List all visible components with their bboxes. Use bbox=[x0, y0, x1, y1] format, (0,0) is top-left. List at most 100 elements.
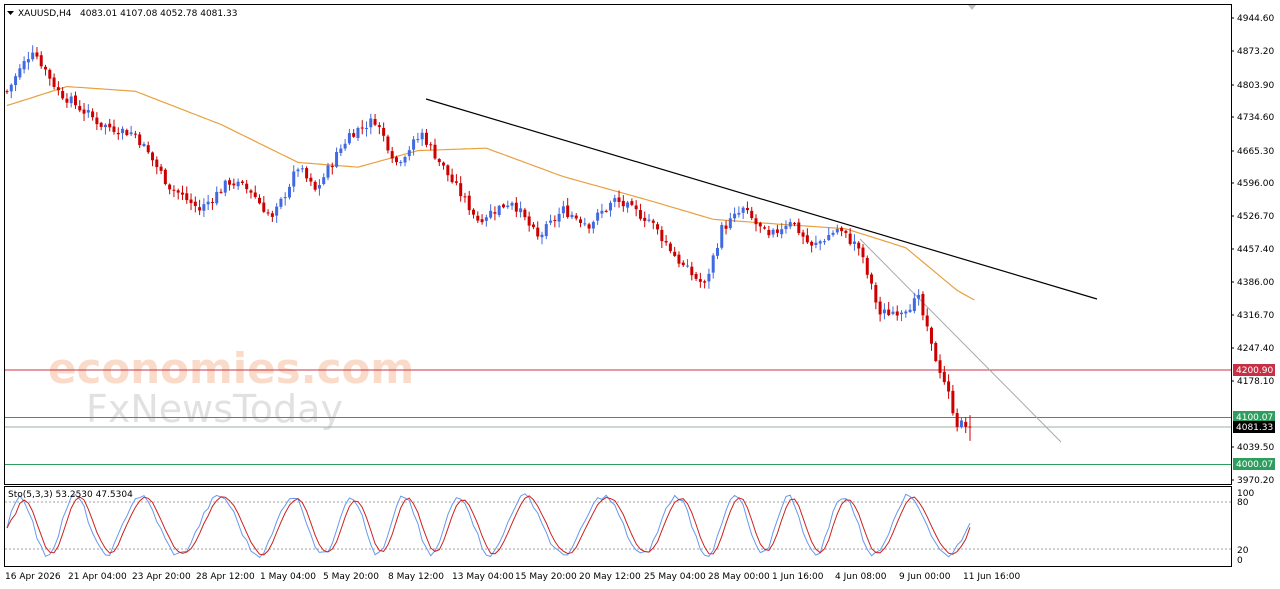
candle-body bbox=[737, 212, 741, 215]
candle-body bbox=[420, 132, 424, 140]
candle-body bbox=[600, 210, 604, 214]
candle-body bbox=[407, 150, 411, 157]
candle-body bbox=[48, 69, 52, 79]
candle-body bbox=[694, 273, 698, 279]
candle-body bbox=[805, 235, 809, 243]
candle-body bbox=[22, 61, 26, 70]
candle-body bbox=[514, 202, 518, 212]
candle-body bbox=[840, 227, 844, 232]
candle-body bbox=[660, 229, 664, 242]
osc-tick: 20 bbox=[1237, 546, 1249, 556]
candle-body bbox=[193, 201, 197, 206]
moving-average-line bbox=[6, 85, 975, 301]
candle-body bbox=[784, 225, 788, 230]
candle-body bbox=[35, 52, 39, 57]
candle-body bbox=[827, 234, 831, 241]
time-label: 11 Jun 16:00 bbox=[963, 572, 1020, 582]
scroll-marker-icon[interactable] bbox=[968, 5, 976, 10]
candle-body bbox=[626, 202, 630, 208]
candle-body bbox=[454, 181, 458, 183]
candle-body bbox=[673, 251, 677, 256]
candle-body bbox=[964, 421, 968, 427]
candle-body bbox=[206, 201, 210, 205]
candle-body bbox=[703, 281, 707, 283]
candle-body bbox=[630, 201, 634, 205]
candle-body bbox=[292, 171, 296, 187]
candle-body bbox=[878, 301, 882, 315]
candle-body bbox=[745, 207, 749, 211]
price-tick: 4247.40 bbox=[1237, 344, 1274, 354]
osc-tick: 100 bbox=[1237, 489, 1254, 499]
price-tick: 4178.10 bbox=[1237, 377, 1274, 387]
candle-body bbox=[283, 197, 287, 199]
price-tick: 4665.30 bbox=[1237, 147, 1274, 157]
candle-body bbox=[129, 132, 133, 135]
candle-body bbox=[758, 222, 762, 227]
candle-body bbox=[262, 202, 266, 212]
candle-body bbox=[108, 123, 112, 128]
candle-body bbox=[921, 293, 925, 316]
time-axis: 16 Apr 2026 21 Apr 04:00 23 Apr 20:00 28… bbox=[5, 572, 1020, 582]
candle-body bbox=[86, 110, 90, 113]
candle-body bbox=[763, 227, 767, 229]
candle-body bbox=[942, 371, 946, 383]
candle-body bbox=[69, 96, 73, 104]
candle-body bbox=[14, 76, 18, 86]
candle-body bbox=[480, 219, 484, 223]
candle-body bbox=[9, 84, 13, 92]
candle-body bbox=[664, 241, 668, 243]
price-tick: 4457.40 bbox=[1237, 245, 1274, 255]
ohlc-readout: 4083.01 4107.08 4052.78 4081.33 bbox=[80, 9, 237, 19]
price-tick: 4526.70 bbox=[1237, 212, 1274, 222]
candle-body bbox=[125, 130, 129, 136]
time-label: 1 May 04:00 bbox=[260, 572, 316, 582]
candle-body bbox=[810, 241, 814, 246]
candle-body bbox=[686, 265, 690, 267]
candle-body bbox=[775, 229, 779, 233]
steep-trendline[interactable] bbox=[859, 238, 1062, 443]
candle-body bbox=[656, 224, 660, 230]
candle-body bbox=[583, 223, 587, 225]
svg-text:4100.07: 4100.07 bbox=[1236, 413, 1273, 423]
candle-body bbox=[44, 66, 48, 70]
current-price-badge: 4081.33 bbox=[1233, 421, 1275, 433]
candle-body bbox=[305, 168, 309, 179]
candle-body bbox=[95, 117, 99, 125]
candle-body bbox=[707, 273, 711, 282]
watermark-line2: FxNewsToday bbox=[86, 387, 343, 431]
candle-body bbox=[882, 309, 886, 314]
candle-body bbox=[904, 311, 908, 314]
candle-body bbox=[681, 262, 685, 266]
candle-body bbox=[608, 202, 612, 211]
collapse-arrow-icon[interactable] bbox=[7, 11, 14, 15]
candle-body bbox=[56, 87, 60, 91]
candle-body bbox=[437, 159, 441, 163]
candle-body bbox=[26, 59, 30, 63]
candle-body bbox=[574, 215, 578, 219]
candle-body bbox=[793, 223, 797, 225]
candle-body bbox=[489, 210, 493, 218]
candle-body bbox=[356, 127, 360, 138]
candle-body bbox=[168, 184, 172, 190]
candle-body bbox=[116, 132, 120, 135]
candle-body bbox=[399, 162, 403, 164]
candle-body bbox=[82, 109, 86, 114]
candle-body bbox=[279, 198, 283, 207]
time-label: 1 Jun 16:00 bbox=[772, 572, 824, 582]
descending-trendline[interactable] bbox=[425, 98, 1098, 300]
candle-body bbox=[874, 284, 878, 303]
osc-tick: 0 bbox=[1237, 556, 1243, 566]
candle-body bbox=[232, 183, 236, 186]
candle-body bbox=[253, 192, 257, 198]
candle-body bbox=[549, 220, 553, 223]
candle-body bbox=[677, 254, 681, 264]
time-label: 20 May 12:00 bbox=[579, 572, 641, 582]
candle-body bbox=[579, 219, 583, 223]
candle-body bbox=[955, 413, 959, 427]
candle-body bbox=[621, 200, 625, 207]
candle-body bbox=[365, 127, 369, 129]
price-tick: 4803.90 bbox=[1237, 81, 1274, 91]
candle-body bbox=[245, 183, 249, 190]
candle-body bbox=[596, 212, 600, 221]
